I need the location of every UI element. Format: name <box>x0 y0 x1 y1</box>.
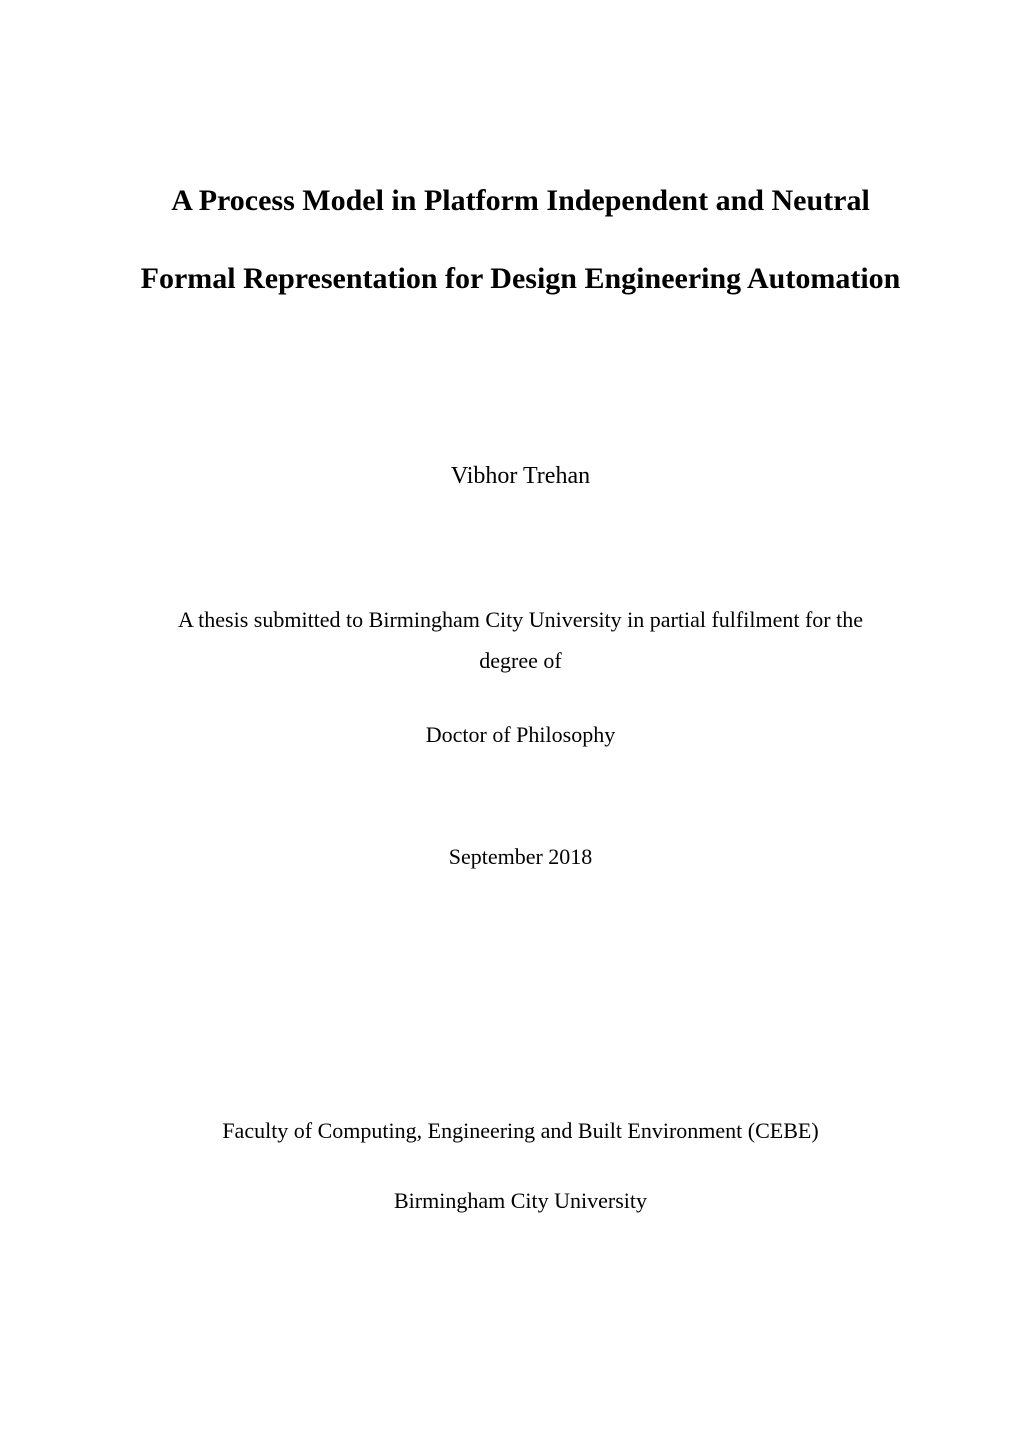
submission-date: September 2018 <box>125 844 916 870</box>
submission-statement: A thesis submitted to Birmingham City Un… <box>125 596 916 644</box>
thesis-title-page: A Process Model in Platform Independent … <box>0 0 1020 1442</box>
thesis-title: A Process Model in Platform Independent … <box>125 162 916 318</box>
university-line: Birmingham City University <box>125 1188 916 1214</box>
degree-name: Doctor of Philosophy <box>125 722 916 748</box>
thesis-author: Vibhor Trehan <box>125 463 916 490</box>
faculty-line: Faculty of Computing, Engineering and Bu… <box>125 1118 916 1144</box>
degree-of-line: degree of <box>125 648 916 674</box>
